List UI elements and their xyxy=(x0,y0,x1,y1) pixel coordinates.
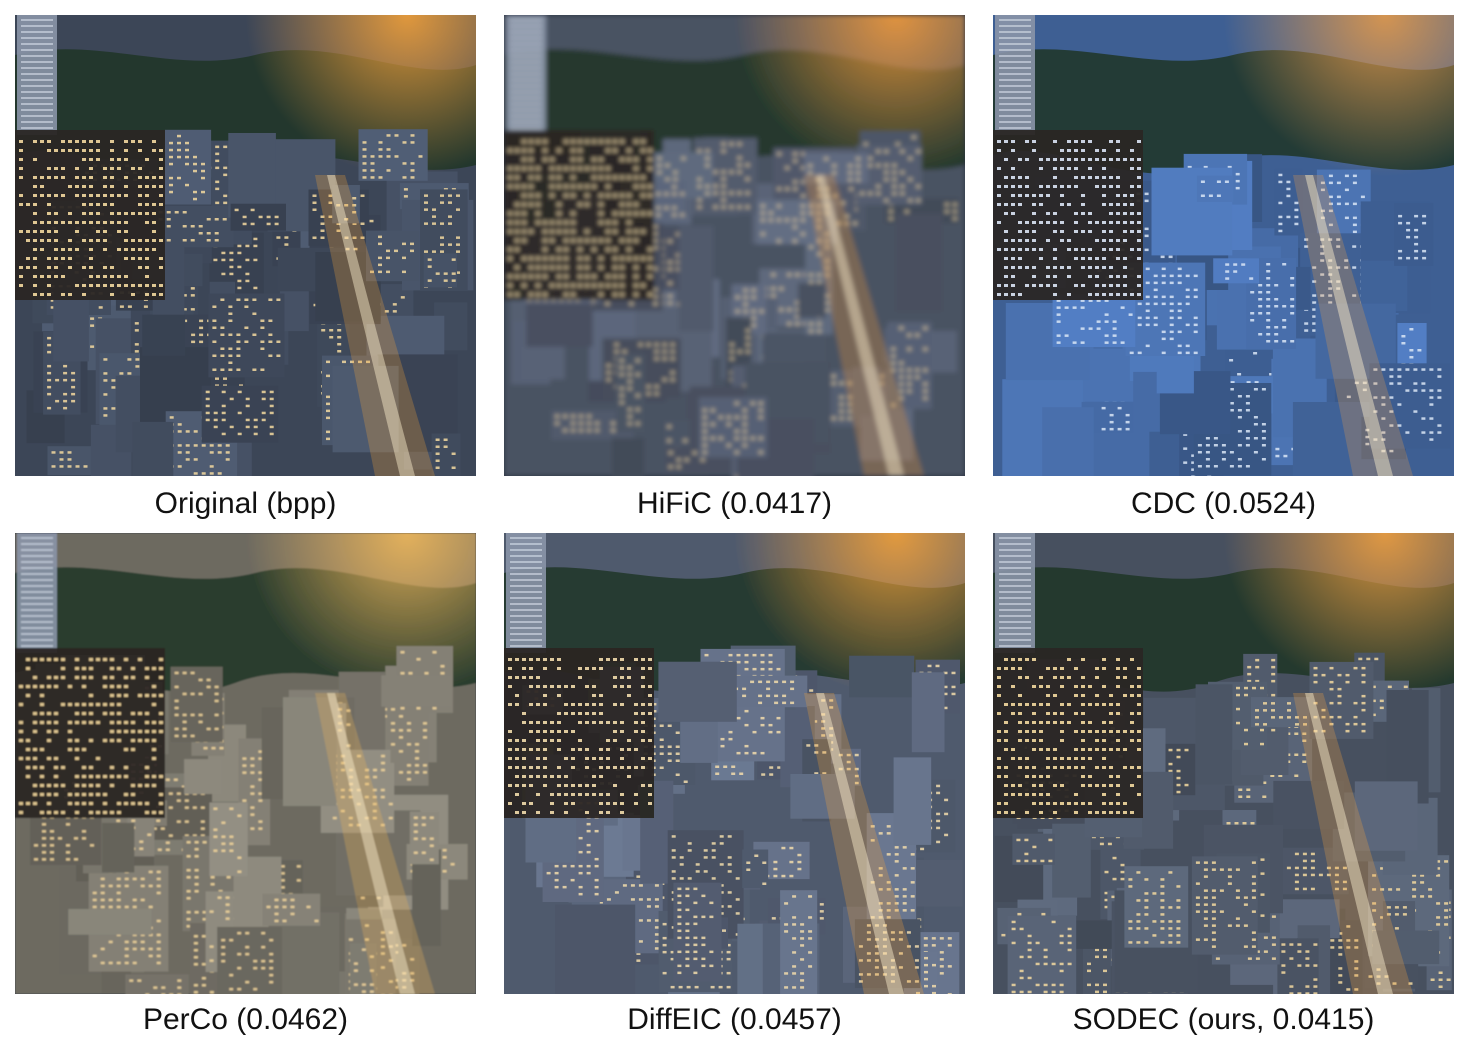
city-photo-svg xyxy=(993,15,1454,476)
panel-hific xyxy=(504,15,965,476)
panel-original xyxy=(15,15,476,476)
caption-perco: PerCo (0.0462) xyxy=(142,1003,349,1036)
city-photo-hific xyxy=(504,15,965,476)
caption-hific: HiFiC (0.0417) xyxy=(636,487,833,520)
panel-diffeic xyxy=(504,533,965,994)
panel-cdc xyxy=(993,15,1454,476)
panel-perco xyxy=(15,533,476,994)
city-photo-diffeic xyxy=(504,533,965,994)
panel-sodec xyxy=(993,533,1454,994)
city-photo-svg xyxy=(15,533,476,994)
city-photo-svg xyxy=(15,15,476,476)
caption-original: Original (bpp) xyxy=(154,487,337,520)
city-photo-svg xyxy=(504,15,965,476)
caption-cdc: CDC (0.0524) xyxy=(1130,487,1317,520)
caption-sodec: SODEC (ours, 0.0415) xyxy=(1072,1003,1375,1036)
city-photo-sodec xyxy=(993,533,1454,994)
city-photo-svg xyxy=(504,533,965,994)
city-photo-svg xyxy=(993,533,1454,994)
city-photo-original xyxy=(15,15,476,476)
caption-diffeic: DiffEIC (0.0457) xyxy=(627,1003,842,1036)
city-photo-perco xyxy=(15,533,476,994)
city-photo-cdc xyxy=(993,15,1454,476)
